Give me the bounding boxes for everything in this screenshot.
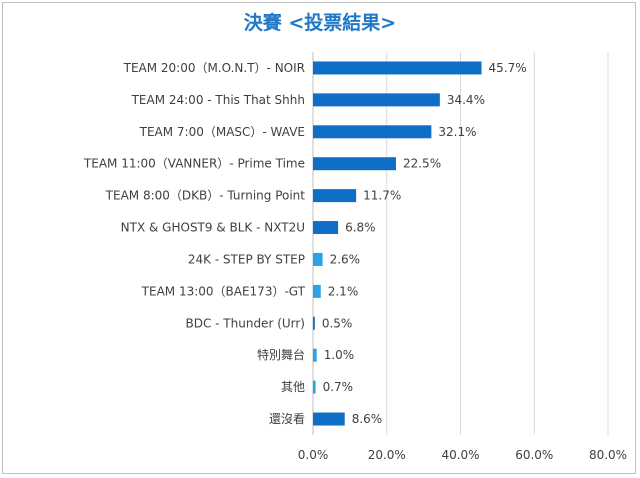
bar [313,221,339,235]
bar [313,348,317,362]
category-label: TEAM 13:00（BAE173）-GT [141,284,306,298]
bars [313,61,482,426]
labels: 0.0% 20.0% 40.0% 60.0% 80.0% TEAM 20:00（M.O.N… [83,61,627,462]
bar [313,189,357,203]
bar [313,252,323,266]
bar [313,284,321,298]
value-label: 6.8% [345,221,376,235]
category-label: 特別舞台 [257,347,305,362]
chart-title: 決賽 <投票結果> [243,12,397,34]
x-tick-label: 20.0% [368,448,406,462]
bar [313,61,482,75]
category-label: 24K - STEP BY STEP [188,252,305,266]
x-tick-label: 40.0% [441,448,479,462]
x-tick-label: 80.0% [589,448,627,462]
category-label: 其他 [281,380,305,394]
value-label: 0.7% [323,380,354,394]
value-label: 1.0% [324,348,355,362]
bar [313,125,432,139]
x-tick-label: 60.0% [515,448,553,462]
category-label: 還沒看 [269,412,305,426]
category-label: TEAM 11:00（VANNER）- Prime Time [83,157,305,171]
category-label: TEAM 20:00（M.O.N.T）- NOIR [123,61,305,75]
category-label: NTX & GHOST9 & BLK - NXT2U [121,221,305,235]
x-tick-label: 0.0% [298,448,329,462]
value-label: 22.5% [403,157,441,171]
bar [313,412,345,426]
category-label: TEAM 24:00 - This That Shhh [131,93,305,107]
bar [313,157,396,171]
value-label: 8.6% [352,412,383,426]
value-label: 0.5% [322,316,353,330]
value-label: 2.1% [328,284,359,298]
bar [313,93,440,107]
category-label: TEAM 7:00（MASC）- WAVE [139,125,305,139]
category-label: BDC - Thunder (Urr) [185,316,305,330]
value-label: 11.7% [363,189,401,203]
value-label: 32.1% [438,125,476,139]
value-label: 2.6% [330,252,361,266]
chart-frame [2,2,636,474]
value-label: 34.4% [447,93,485,107]
grid-lines [312,52,609,435]
value-label: 45.7% [489,61,527,75]
bar [313,380,316,394]
category-label: TEAM 8:00（DKB）- Turning Point [105,189,306,203]
bar [313,316,315,330]
